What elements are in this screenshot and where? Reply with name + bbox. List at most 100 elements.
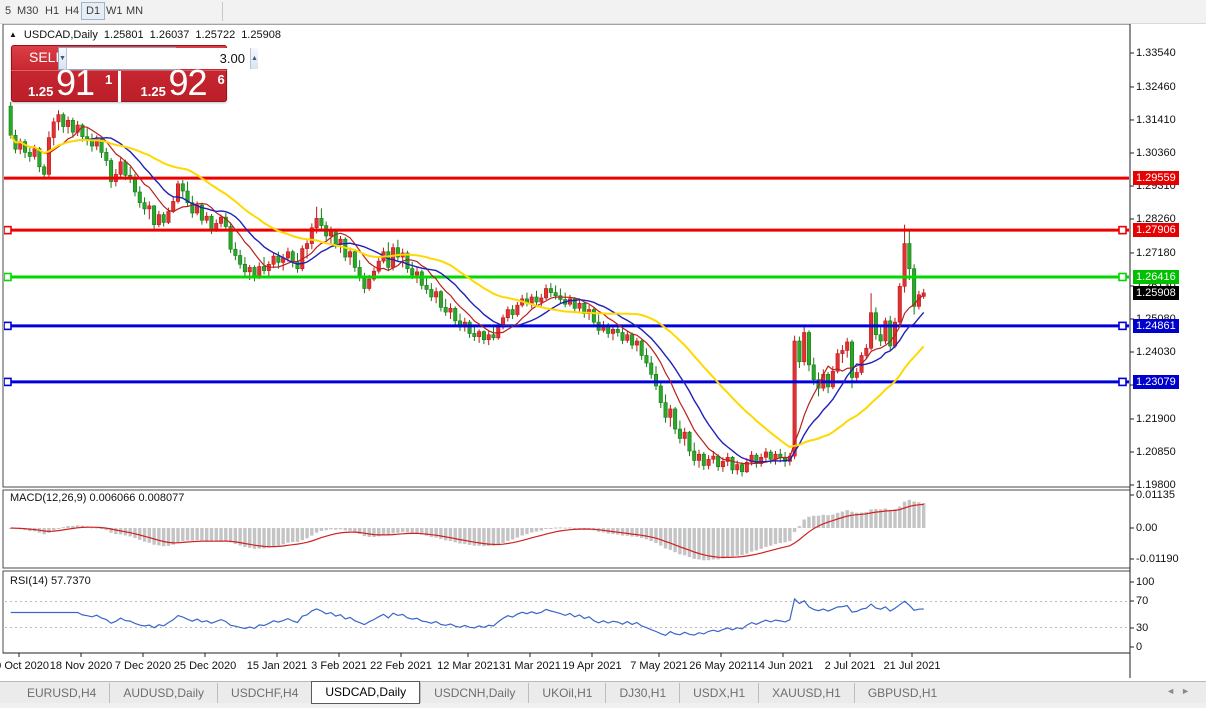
price-axis-tick: 1.19800	[1136, 479, 1176, 491]
volume-decrease-button[interactable]: ▼	[59, 48, 67, 69]
date-axis-label: 25 Dec 2020	[173, 660, 237, 672]
chevron-down-icon: ▼	[59, 55, 66, 62]
price-axis-tick: 1.21900	[1136, 412, 1176, 425]
tab-usdcnh[interactable]: USDCNH,Daily	[420, 682, 528, 703]
timeframe-button-mn[interactable]: MN	[126, 5, 144, 17]
tab-usdchf[interactable]: USDCHF,H4	[217, 682, 311, 703]
rsi-axis-tick: 30	[1136, 622, 1149, 634]
chart-symbol-label: USDCAD,Daily	[23, 29, 98, 41]
ask-price-box[interactable]: 1.25 92 6	[121, 62, 228, 103]
price-badge: 1.23079	[1133, 374, 1179, 389]
price-badge: 1.29559	[1133, 171, 1179, 186]
candlesticks	[8, 102, 926, 477]
bid-price-big: 91	[56, 62, 95, 103]
tab-dj30[interactable]: DJ30,H1	[605, 682, 679, 703]
date-axis-label: 2 Jul 2021	[824, 660, 876, 672]
date-axis-label: 12 Mar 2021	[437, 660, 499, 672]
price-badge: 1.25908	[1133, 285, 1179, 300]
tab-xauusd[interactable]: XAUUSD,H1	[758, 682, 854, 703]
volume-spinner: ▼ ▲	[58, 47, 258, 70]
macd-axis-tick: 0.01135	[1136, 489, 1175, 501]
ask-price-small: 1.25	[140, 84, 166, 99]
tab-ukoil[interactable]: UKOil,H1	[528, 682, 605, 703]
moving-average-14	[10, 135, 925, 463]
tab-scroll-left-icon[interactable]: ◄	[1166, 686, 1182, 696]
quote-panel-prices: 1.25 91 1 1.25 92 6	[11, 62, 228, 103]
date-axis-label: 3 Feb 2021	[311, 660, 367, 672]
rsi-pane	[5, 597, 1128, 636]
macd-label: MACD(12,26,9) 0.006066 0.008077	[10, 492, 185, 504]
timeframe-button-5[interactable]: 5	[5, 5, 12, 17]
date-axis-label: 30 Oct 2020	[0, 660, 49, 672]
symbol-tab-bar: EURUSD,H4 AUDUSD,Daily USDCHF,H4 USDCAD,Dai…	[0, 680, 1206, 704]
price-axis-tick: 1.31410	[1136, 113, 1176, 126]
rsi-axis-tick: 0	[1136, 641, 1143, 653]
rsi-line	[10, 597, 924, 636]
bottom-strip	[0, 703, 1206, 708]
tab-scroll-right-icon[interactable]: ►	[1181, 686, 1196, 696]
price-axis-tick: 1.24030	[1136, 346, 1176, 358]
tab-gbpusd[interactable]: GBPUSD,H1	[853, 682, 950, 703]
timeframe-button-m30[interactable]: M30	[17, 5, 39, 17]
price-axis-tick: 1.28260	[1136, 213, 1176, 225]
moving-average-30	[9, 134, 925, 448]
date-axis-label: 22 Feb 2021	[370, 660, 432, 672]
date-axis-label: 15 Jan 2021	[246, 660, 308, 672]
price-badge: 1.27906	[1133, 223, 1179, 238]
toolbar-separator	[222, 2, 223, 21]
ask-price-sup: 6	[217, 72, 225, 87]
price-badge: 1.26416	[1133, 269, 1179, 284]
price-axis-tick: 1.27180	[1136, 246, 1176, 259]
macd-axis-tick: -0.01190	[1136, 553, 1179, 565]
timeframe-button-d1[interactable]: D1	[81, 2, 106, 20]
chart-ohlc-header: ▲ USDCAD,Daily 1.25801 1.26037 1.25722 1.2590…	[9, 29, 287, 41]
ask-price-big: 92	[168, 62, 208, 103]
timeframe-button-h4[interactable]: H4	[65, 5, 80, 17]
ohlc-high: 1.26037	[149, 29, 190, 41]
price-axis-tick: 1.20850	[1136, 445, 1176, 458]
date-axis-label: 18 Nov 2020	[49, 660, 113, 672]
ohlc-close: 1.25908	[241, 29, 281, 41]
triangle-up-icon: ▲	[9, 30, 17, 39]
price-axis-tick: 1.32460	[1136, 80, 1176, 93]
date-axis-label: 26 May 2021	[689, 660, 753, 672]
sell-button[interactable]: SELL	[29, 49, 64, 65]
date-axis-label: 7 May 2021	[630, 660, 688, 672]
buy-button[interactable]: BUY	[180, 49, 209, 65]
tab-scroll-arrows: ◄►	[1166, 686, 1196, 696]
date-axis-label: 14 Jun 2021	[752, 660, 814, 672]
macd-axis-tick: 0.00	[1136, 522, 1158, 534]
tab-audusd[interactable]: AUDUSD,Daily	[109, 682, 217, 703]
bid-price-sup: 1	[105, 72, 113, 87]
horizontal-lines	[4, 176, 1129, 387]
volume-increase-button[interactable]: ▲	[249, 48, 258, 69]
chevron-up-icon: ▲	[250, 55, 258, 62]
ohlc-low: 1.25722	[195, 29, 236, 41]
timeframe-button-w1[interactable]: W1	[106, 5, 123, 17]
date-axis-label: 19 Apr 2021	[562, 660, 622, 672]
timeframe-toolbar: 5 M30 H1 H4 D1 W1 MN	[0, 0, 1206, 24]
volume-input[interactable]	[66, 48, 250, 69]
one-click-trading-panel: SELL ▼ ▲ BUY 1.25 91 1 1.25 92 6	[11, 45, 258, 103]
bid-price-box[interactable]: 1.25 91 1	[11, 62, 121, 103]
date-axis-label: 31 Mar 2021	[499, 660, 561, 672]
quote-panel-top: SELL ▼ ▲ BUY	[11, 45, 258, 71]
price-badge: 1.24861	[1133, 318, 1179, 333]
date-axis-label: 21 Jul 2021	[883, 660, 941, 672]
bid-price-small: 1.25	[28, 84, 54, 99]
macd-pane	[9, 499, 926, 561]
tab-usdcad[interactable]: USDCAD,Daily	[311, 680, 421, 704]
tab-eurusd[interactable]: EURUSD,H4	[27, 685, 97, 700]
rsi-axis-tick: 100	[1136, 576, 1155, 588]
rsi-axis-tick: 70	[1136, 595, 1149, 607]
price-axis-tick: 1.30360	[1136, 146, 1176, 159]
rsi-label: RSI(14) 57.7370	[10, 575, 91, 587]
price-axis-tick: 1.33540	[1136, 47, 1176, 59]
macd-signal-line	[10, 503, 924, 559]
main-price-pane	[4, 102, 1129, 477]
timeframe-button-h1[interactable]: H1	[45, 5, 60, 17]
tab-usdx[interactable]: USDX,H1	[679, 682, 758, 703]
ohlc-open: 1.25801	[103, 29, 144, 41]
